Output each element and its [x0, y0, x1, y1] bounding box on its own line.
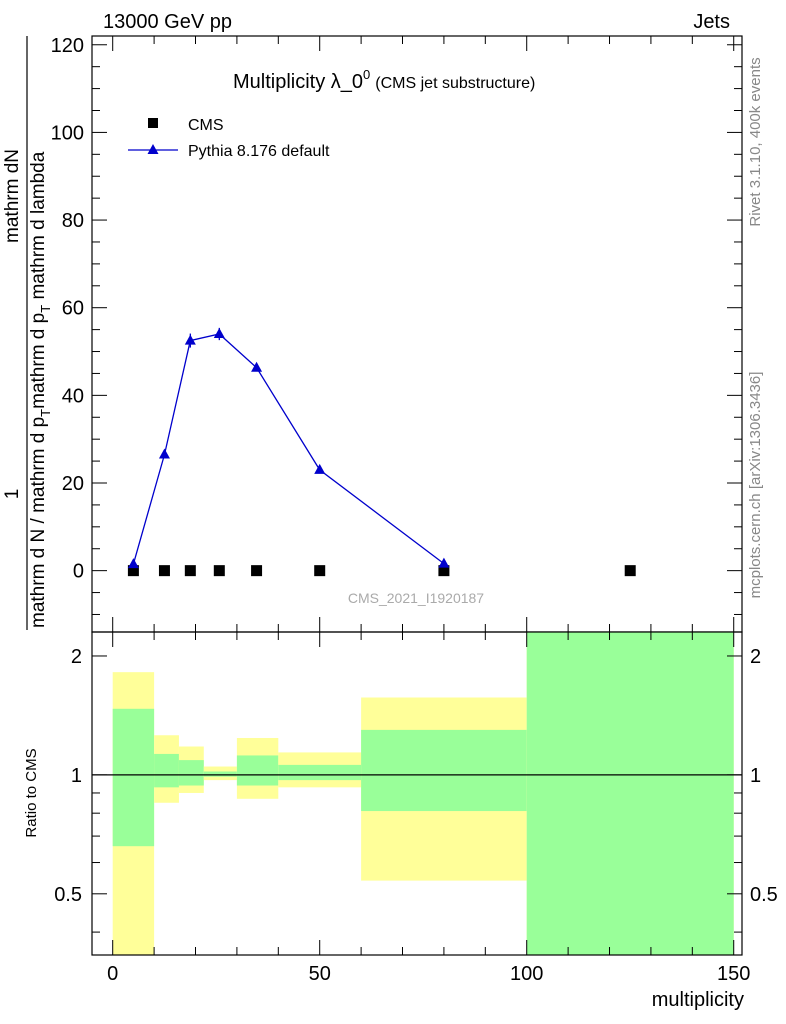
ratio-panel-frame [91, 631, 743, 956]
y-tick-label: 100 [51, 122, 84, 144]
cms-data-point [314, 565, 326, 577]
y-tick-label: 60 [62, 298, 84, 320]
header-left-label: 13000 GeV pp [103, 11, 232, 33]
y-tick-label: 40 [62, 385, 84, 407]
pythia-series-line [132, 333, 445, 565]
ratio-inner-band [361, 729, 527, 812]
ylabel-denominator: mathrm d N / mathrm d pTmathrm d pT math… [28, 151, 53, 628]
ratio-inner-band [154, 753, 179, 788]
ratio-bands-layer [112, 632, 734, 955]
ratio-y-tick-label-right: 0.5 [750, 884, 778, 906]
pythia-data-point [127, 558, 139, 569]
ratio-plot-panel: 0.5 0.5 1 1 2 2 0 50 100 150 Ratio to CMS multipl… [23, 631, 778, 1011]
x-tick-label: 100 [510, 963, 543, 985]
pythia-data-point [251, 361, 263, 372]
ratio-inner-band [526, 632, 734, 955]
cms-data-point [438, 565, 450, 577]
main-axis-tick-labels: 0 20 40 60 80 100 120 [51, 35, 84, 583]
ratio-y-tick-label-right: 1 [750, 765, 761, 787]
pythia-data-point [158, 448, 170, 459]
ratio-y-tick-label-left: 1 [71, 765, 82, 787]
x-tick-label: 50 [309, 963, 331, 985]
x-tick-label: 0 [107, 963, 118, 985]
y-tick-label: 80 [62, 210, 84, 232]
ratio-y-tick-label-right: 2 [750, 646, 761, 668]
x-axis-label: multiplicity [652, 989, 744, 1011]
ratio-inner-band [236, 755, 279, 786]
main-plot-panel: 0 20 40 60 80 100 120 Multiplicity λ_00(CMS je… [51, 35, 743, 633]
cms-data-point [127, 565, 139, 577]
ratio-y-tick-label-left: 2 [71, 646, 82, 668]
legend-cms-label: CMS [188, 117, 224, 134]
y-tick-label: 0 [73, 561, 84, 583]
y-tick-label: 20 [62, 473, 84, 495]
ratio-axis-tick-labels: 0.5 0.5 1 1 2 2 0 50 100 150 [54, 646, 778, 985]
cms-data-point [158, 565, 170, 577]
analysis-watermark: CMS_2021_I1920187 [348, 590, 484, 606]
ratio-inner-band [112, 708, 155, 847]
cms-data-point [184, 565, 196, 577]
pythia-data-point [314, 463, 326, 474]
rivet-version-label: Rivet 3.1.10, 400k events [747, 57, 764, 226]
legend-cms-marker [148, 118, 158, 128]
pythia-data-point [184, 334, 196, 345]
legend-pythia-marker [147, 144, 159, 154]
cms-data-point [624, 565, 636, 577]
ratio-axis-ticks [92, 632, 742, 955]
ratio-inner-band [278, 764, 362, 781]
ratio-y-tick-label-left: 0.5 [54, 884, 82, 906]
header-right-label: Jets [693, 11, 730, 33]
mcplots-source-label: mcplots.cern.ch [arXiv:1306.3436] [747, 372, 764, 599]
main-ylabel: 1 mathrm dN mathrm d N / mathrm d pTmath… [2, 36, 53, 630]
legend: CMS Pythia 8.176 default [128, 117, 330, 160]
ratio-inner-band [178, 760, 204, 786]
main-series-layer [127, 327, 636, 577]
cms-data-point [251, 565, 263, 577]
ratio-inner-band [203, 771, 237, 777]
chart-title: Multiplicity λ_00(CMS jet substructure) [233, 67, 535, 93]
main-axis-ticks [92, 36, 742, 632]
ylabel-prefix: 1 [2, 489, 23, 500]
y-tick-label: 120 [51, 35, 84, 57]
x-tick-label: 150 [717, 963, 750, 985]
cms-data-point [213, 565, 225, 577]
legend-pythia-label: Pythia 8.176 default [188, 143, 330, 160]
ylabel-numerator: mathrm dN [2, 149, 23, 243]
pythia-data-point [438, 557, 450, 568]
ratio-ylabel: Ratio to CMS [23, 748, 40, 837]
pythia-data-point [213, 328, 225, 338]
